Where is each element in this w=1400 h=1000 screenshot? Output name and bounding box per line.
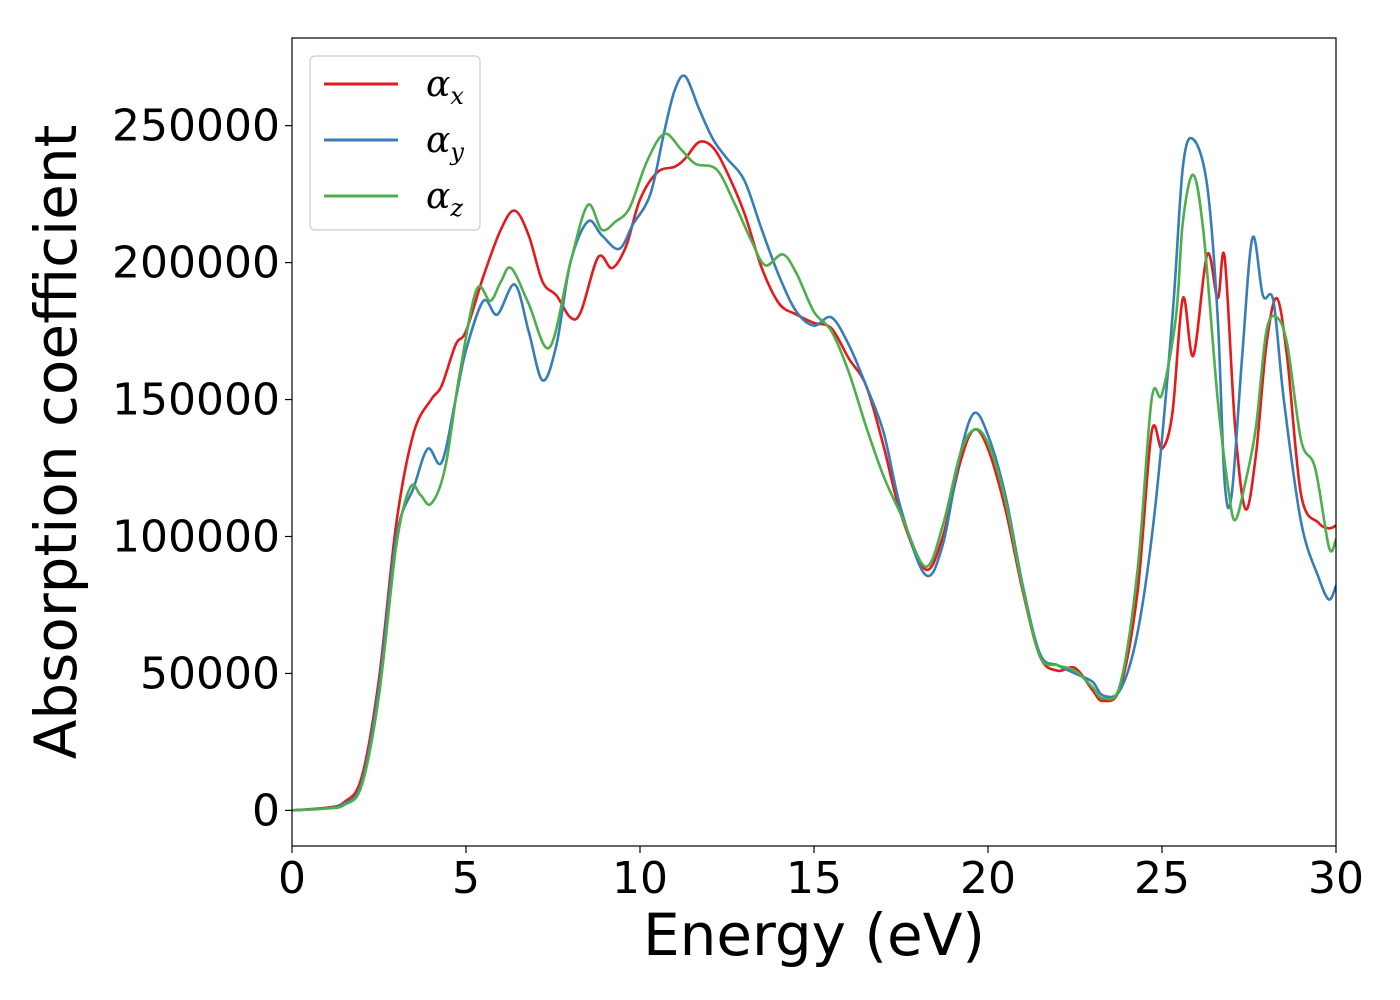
series-layer	[292, 74, 1336, 812]
y-tick-label: 50000	[140, 648, 280, 699]
y-tick-label: 150000	[112, 375, 280, 426]
x-tick-label: 0	[278, 853, 306, 904]
legend-label-symbol: α	[426, 120, 450, 161]
legend-label-symbol: α	[426, 64, 450, 105]
x-tick-label: 15	[786, 853, 842, 904]
legend-label-symbol: α	[426, 176, 450, 217]
y-axis-title: Absorption coefficient	[22, 125, 90, 760]
legend-label-x: αx	[426, 64, 464, 110]
legend-label-y: αy	[426, 120, 464, 166]
legend-label-z: αz	[426, 176, 463, 222]
series-line-z	[292, 132, 1336, 812]
series-line-y	[292, 74, 1336, 812]
x-tick-label: 30	[1308, 853, 1364, 904]
x-axis: 0 5 10 15 20 25 30	[278, 846, 1364, 904]
legend-box	[309, 55, 481, 231]
x-tick-label: 10	[612, 853, 668, 904]
x-tick-label: 5	[452, 853, 480, 904]
legend-label-subscript: y	[449, 138, 464, 166]
y-axis: 0 50000 100000 150000 200000 250000	[112, 101, 292, 836]
y-tick-label: 100000	[112, 511, 280, 562]
y-tick-label: 0	[252, 785, 280, 836]
y-tick-label: 200000	[112, 238, 280, 289]
x-tick-label: 25	[1134, 853, 1190, 904]
x-axis-title: Energy (eV)	[643, 901, 985, 969]
y-tick-label: 250000	[112, 101, 280, 152]
legend-label-subscript: x	[450, 82, 464, 110]
legend-label-subscript: z	[449, 194, 463, 222]
x-tick-label: 20	[960, 853, 1016, 904]
series-line-x	[292, 140, 1336, 812]
